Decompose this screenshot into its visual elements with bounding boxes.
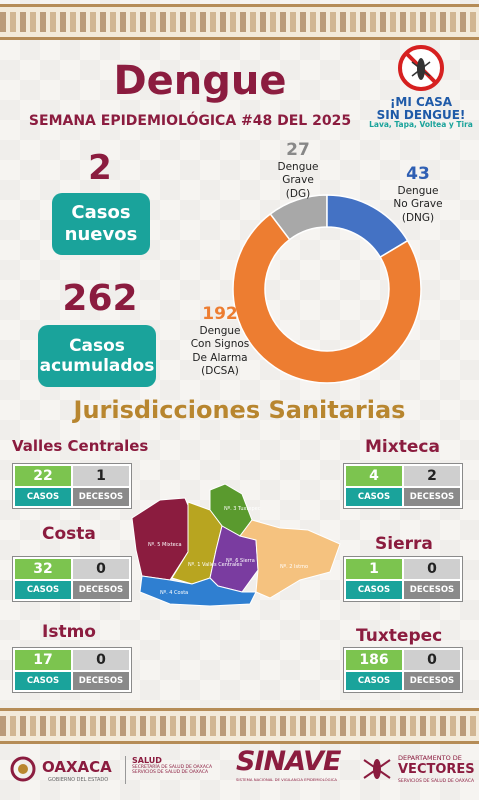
deaths-sierra: 0 [404, 559, 460, 581]
bottom-decorative-band [0, 708, 479, 744]
jurisdiction-name-tuxtepec: Tuxtepec [356, 626, 443, 646]
total-cases-label-line-2: acumulados [39, 356, 155, 376]
slice-value-dng: 43 [406, 164, 430, 184]
deaths-label: DECESOS [73, 672, 129, 690]
slice-label-dg-line-2: Grave [282, 174, 314, 187]
stat-card-istmo: 17 CASOS 0 DECESOS [12, 647, 132, 693]
map-label-sierra: Nº. 6 Sierra [226, 558, 255, 564]
sinave-sub: SISTEMA NACIONAL DE VIGILANCIA EPIDEMIOL… [236, 777, 337, 782]
health-sub-1: SECRETARÍA DE SALUD DE OAXACA [132, 765, 213, 770]
slice-label-dg: 27 Dengue Grave (DG) [258, 140, 338, 201]
jurisdictions-title: Jurisdicciones Sanitarias [73, 396, 406, 424]
cases-valles-centrales: 22 [15, 466, 71, 488]
deaths-istmo: 0 [73, 650, 129, 672]
slice-label-dng: 43 Dengue No Grave (DNG) [378, 164, 458, 225]
map-region-costa [139, 575, 257, 607]
total-cases-count: 262 [62, 278, 138, 319]
cases-costa: 32 [15, 559, 71, 581]
stat-card-valles-centrales: 22 CASOS 1 DECESOS [12, 463, 132, 509]
new-cases-count: 2 [88, 148, 112, 188]
deaths-mixteca: 2 [404, 466, 460, 488]
jurisdiction-name-mixteca: Mixteca [365, 437, 440, 457]
health-sub-2: SERVICIOS DE SALUD DE OAXACA [132, 770, 209, 775]
cases-label: CASOS [15, 672, 71, 690]
total-cases-label-line-1: Casos [69, 335, 125, 356]
stat-card-costa: 32 CASOS 0 DECESOS [12, 556, 132, 602]
slice-label-dcsa: 192 Dengue Con Signos De Alarma (DCSA) [170, 304, 270, 378]
deaths-label: DECESOS [404, 581, 460, 599]
stat-card-tuxtepec: 186 CASOS 0 DECESOS [343, 647, 463, 693]
map-label-tuxtepec: Nº. 3 Tuxtepec [224, 506, 261, 512]
page-title: Dengue [113, 58, 287, 104]
deaths-label: DECESOS [73, 488, 129, 506]
new-cases-label-line-2: nuevos [64, 224, 138, 245]
slice-label-dng-line-3: (DNG) [401, 211, 435, 224]
cases-tuxtepec: 186 [346, 650, 402, 672]
map-label-costa: Nº. 4 Costa [160, 590, 188, 596]
deaths-label: DECESOS [404, 488, 460, 506]
campaign-tagline: Lava, Tapa, Voltea y Tira [369, 120, 473, 130]
cases-label: CASOS [346, 581, 402, 599]
cases-label: CASOS [15, 581, 71, 599]
deaths-label: DECESOS [73, 581, 129, 599]
cases-sierra: 1 [346, 559, 402, 581]
map-label-mixteca: Nº. 5 Mixteca [148, 542, 182, 548]
vectores-logo: DEPARTAMENTO DE VECTORES SERVICIOS DE SA… [360, 750, 476, 790]
sinave-logo: SINAVE SISTEMA NACIONAL DE VIGILANCIA EP… [236, 746, 354, 782]
deaths-label: DECESOS [404, 672, 460, 690]
oaxaca-map: Nº. 5 Mixteca Nº. 3 Tuxtepec Nº. 1 Valle… [131, 483, 341, 607]
mosquito-icon [363, 759, 391, 779]
cases-mixteca: 4 [346, 466, 402, 488]
oaxaca-emblem-icon [10, 756, 36, 782]
deaths-valles-centrales: 1 [73, 466, 129, 488]
epidemiological-week: SEMANA EPIDEMIOLÓGICA #48 DEL 2025 [28, 113, 352, 129]
jurisdiction-name-sierra: Sierra [375, 534, 433, 554]
slice-label-dng-line-1: Dengue [397, 185, 439, 198]
new-cases-label: Casos nuevos [52, 193, 150, 255]
jurisdiction-name-valles-centrales: Valles Centrales [12, 437, 149, 455]
map-label-valles-centrales: Nº. 1 Valles Centrales [188, 562, 242, 568]
donut-slice-2 [232, 212, 422, 384]
state-name: OAXACA [42, 758, 112, 776]
dept-line-2: VECTORES [398, 762, 475, 777]
health-title: SALUD [132, 756, 162, 765]
slice-label-dcsa-line-2: Con Signos [190, 338, 250, 351]
dept-line-1: DEPARTAMENTO DE [398, 754, 462, 762]
salud-logo: SALUD SECRETARÍA DE SALUD DE OAXACA SERV… [132, 756, 232, 775]
slice-label-dg-line-3: (DG) [285, 187, 311, 200]
slice-label-dcsa-line-1: Dengue [199, 325, 241, 338]
top-decorative-band [0, 4, 479, 40]
campaign-line-1: ¡MI CASA [389, 95, 453, 109]
slice-label-dg-line-1: Dengue [277, 161, 319, 174]
deaths-tuxtepec: 0 [404, 650, 460, 672]
state-sub: GOBIERNO DEL ESTADO [48, 777, 109, 783]
map-label-istmo: Nº. 2 Istmo [280, 564, 308, 570]
stat-card-mixteca: 4 CASOS 2 DECESOS [343, 463, 463, 509]
cases-label: CASOS [346, 672, 402, 690]
cases-istmo: 17 [15, 650, 71, 672]
oaxaca-logo: OAXACA GOBIERNO DEL ESTADO [10, 752, 130, 788]
campaign-logo [372, 44, 470, 114]
slice-value-dg: 27 [286, 140, 310, 160]
deaths-costa: 0 [73, 559, 129, 581]
total-cases-label: Casos acumulados [38, 325, 156, 387]
stat-card-sierra: 1 CASOS 0 DECESOS [343, 556, 463, 602]
dept-line-3: SERVICIOS DE SALUD DE OAXACA [398, 779, 475, 784]
slice-value-dcsa: 192 [202, 304, 238, 324]
no-mosquito-icon [398, 45, 444, 91]
sinave-title: SINAVE [236, 746, 342, 777]
cases-label: CASOS [346, 488, 402, 506]
campaign-line-2: SIN DENGUE! [376, 107, 466, 122]
new-cases-label-line-1: Casos [71, 202, 131, 224]
jurisdiction-name-costa: Costa [42, 524, 96, 544]
footer-divider [125, 756, 126, 784]
slice-label-dcsa-line-4: (DCSA) [201, 364, 239, 377]
dengue-type-donut-chart [232, 194, 422, 384]
campaign-text: ¡MI CASA SIN DENGUE! Lava, Tapa, Voltea … [366, 96, 476, 129]
map-region-istmo [239, 519, 341, 599]
slice-label-dng-line-2: No Grave [393, 198, 443, 211]
slice-label-dcsa-line-3: De Alarma [192, 351, 248, 364]
cases-label: CASOS [15, 488, 71, 506]
jurisdiction-name-istmo: Istmo [42, 622, 96, 642]
